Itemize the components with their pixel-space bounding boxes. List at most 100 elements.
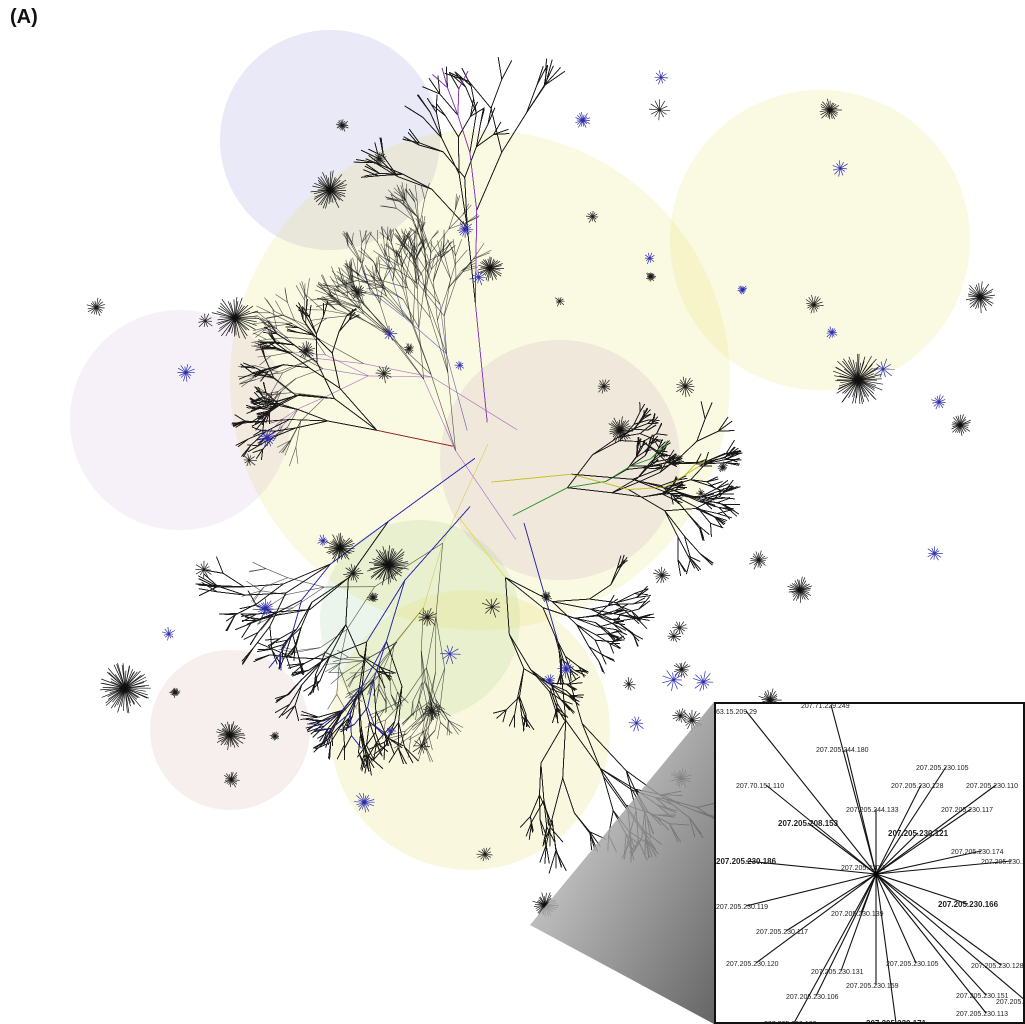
star-cluster [644, 252, 655, 265]
inset-center-label: 207.205.230.1 [841, 865, 886, 872]
star-cluster [542, 674, 556, 686]
star-cluster [696, 487, 706, 499]
inset-star-graph: 63.15.209.29 207.71.229.249 207.70.151.110… [716, 704, 1025, 1024]
inset-ip-label: 207.205.230.121 [888, 829, 949, 838]
star-cluster [597, 379, 611, 394]
inset-ip-label: 207.70.151.110 [736, 783, 784, 790]
inset-ip-label: 207.205.230.113 [956, 1011, 1008, 1018]
star-cluster [418, 607, 437, 627]
star-cluster [258, 427, 279, 448]
star-cluster [195, 560, 212, 578]
inset-edge [875, 873, 917, 964]
star-cluster [382, 325, 398, 341]
star-cluster [623, 677, 636, 691]
star-cluster [423, 701, 442, 722]
star-cluster [469, 270, 486, 286]
inset-ip-label: 207.205.230.131 [811, 969, 864, 976]
star-cluster [412, 737, 431, 755]
star-cluster [403, 343, 414, 355]
inset-ip-label: 207.205.230.105 [886, 961, 939, 968]
star-cluster [931, 394, 946, 410]
star-cluster [965, 281, 996, 314]
star-cluster [832, 160, 848, 177]
star-cluster [224, 771, 240, 788]
inset-ip-label: 207.205.209.160 [764, 1021, 817, 1024]
star-cluster [269, 731, 280, 741]
zoom-callout-wedge [530, 702, 714, 1024]
star-cluster [673, 453, 683, 463]
inset-edge [875, 850, 982, 875]
inset-ip-label: 207.205.230.117 [756, 929, 808, 936]
inset-edge [875, 832, 919, 875]
inset-edge [830, 704, 877, 875]
inset-ip-label: 207.205.230.106 [786, 994, 839, 1001]
inset-ip-label: 207.205.244.180 [816, 747, 869, 754]
inset-ip-label: 207.205.230.110 [966, 783, 1018, 790]
star-cluster [366, 592, 379, 603]
star-cluster [324, 532, 355, 563]
inset-ip-label: 207.205.230.105 [916, 765, 969, 772]
star-cluster [554, 297, 565, 307]
star-cluster [608, 416, 634, 443]
star-cluster [350, 285, 367, 299]
inset-edge [745, 873, 877, 907]
star-cluster [371, 152, 387, 166]
star-cluster [628, 716, 644, 732]
star-cluster [259, 394, 273, 409]
star-cluster [667, 629, 682, 643]
inset-labels: 63.15.209.29 207.71.229.249 207.70.151.110… [716, 704, 1025, 1024]
star-cluster [343, 563, 364, 583]
inset-edge [745, 860, 877, 875]
inset-ip-label: 207.205.230.120 [726, 961, 779, 968]
inset-ip-label: 207.205.230.174 [951, 849, 1004, 856]
star-cluster [216, 721, 246, 751]
star-cluster [367, 545, 409, 586]
star-cluster [648, 99, 671, 121]
inset-ip-label: 207.205.230.151 [956, 993, 1009, 1000]
star-cluster [298, 340, 316, 360]
star-cluster [585, 210, 599, 223]
edge-layer [195, 57, 743, 874]
star-cluster [457, 220, 474, 238]
star-cluster [317, 534, 329, 546]
star-cluster [672, 708, 687, 723]
inset-ip-label: 207.205.230.171 [866, 1019, 927, 1024]
inset-edge [875, 873, 1002, 966]
star-cluster [662, 670, 683, 692]
star-cluster [86, 297, 106, 317]
star-cluster [211, 296, 259, 339]
star-cluster [177, 364, 195, 382]
inset-ip-label: 207.205.208.153 [778, 819, 839, 828]
inset-ip-label: 207.205.230.190 [981, 859, 1025, 866]
star-cluster [481, 598, 501, 618]
star-cluster [256, 598, 274, 616]
inset-edge [807, 822, 877, 875]
inset-edge [840, 873, 877, 972]
inset-ip-label: 207.205.230.139 [831, 911, 884, 918]
star-cluster [354, 792, 375, 813]
inset-ip-label: 207.205.230.186 [716, 857, 777, 866]
star-cluster [927, 546, 943, 561]
inset-edges [745, 704, 1023, 1022]
star-cluster [676, 376, 695, 398]
star-cluster [682, 709, 702, 732]
inset-ip-label: 207.205.230.128 [971, 963, 1024, 970]
inset-edge [875, 860, 1012, 875]
inset-edge [875, 873, 987, 996]
inset-ip-label: 207.205.230.120 [996, 999, 1025, 1006]
inset-edge [875, 784, 922, 875]
star-cluster [654, 70, 669, 85]
inset-edge [875, 873, 987, 1014]
inset-edge [765, 784, 877, 875]
star-cluster [805, 294, 824, 314]
inset-ip-label: 207.205.230.119 [716, 904, 768, 911]
panel-label: (A) [10, 6, 38, 28]
inset-edge [745, 710, 877, 875]
star-cluster [951, 414, 971, 436]
star-cluster [242, 453, 257, 467]
star-cluster [198, 313, 213, 328]
star-cluster [575, 111, 591, 128]
inset-edge [755, 873, 877, 964]
star-cluster [557, 660, 574, 679]
